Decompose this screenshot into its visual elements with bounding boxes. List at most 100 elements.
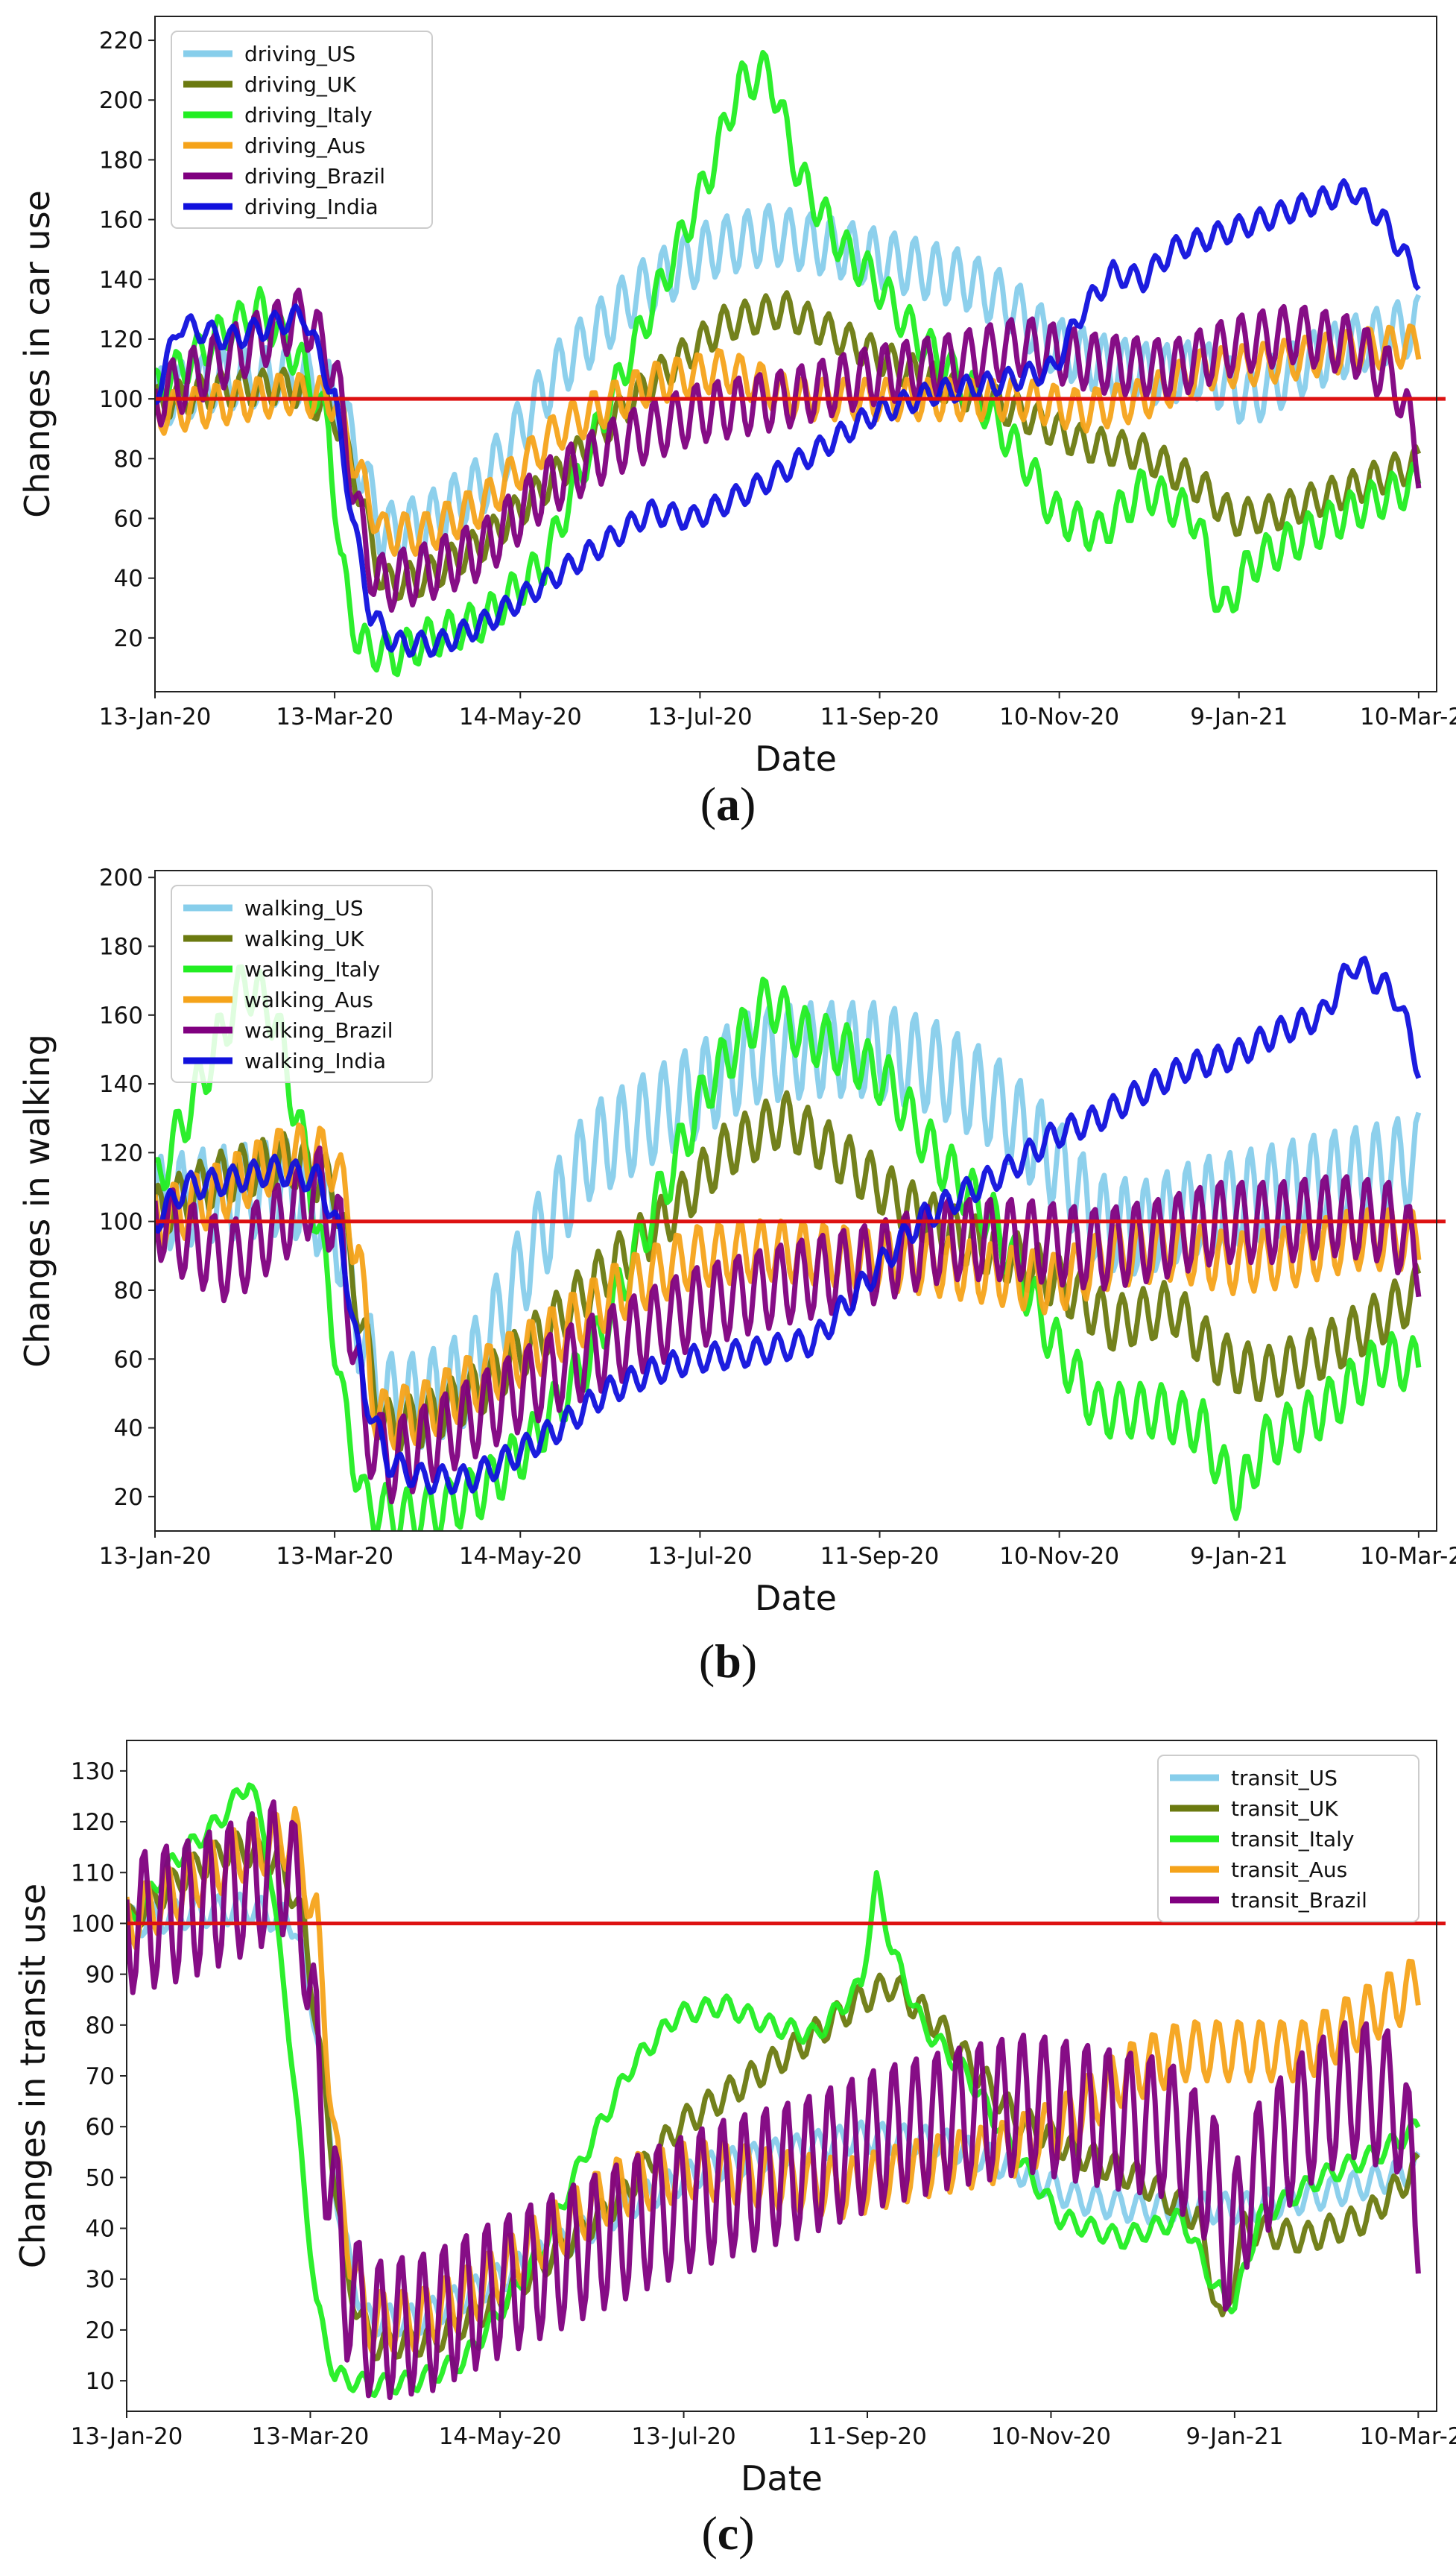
x-tick-label: 9-Jan-21 <box>1186 2423 1283 2450</box>
y-tick-label: 180 <box>99 147 143 174</box>
x-tick-label: 10-Nov-20 <box>999 1543 1119 1570</box>
legend-label: driving_US <box>244 42 355 66</box>
legend: driving_US driving_UK driving_Italydriving… <box>171 31 433 229</box>
x-tick-label: 13-Mar-20 <box>276 704 393 730</box>
legend-label: walking_US <box>244 896 364 921</box>
y-tick-label: 140 <box>99 267 143 294</box>
x-axis-label: Date <box>741 2458 823 2498</box>
y-tick-label: 20 <box>114 625 143 652</box>
y-tick-label: 200 <box>99 865 143 891</box>
legend-label: driving_Aus <box>244 133 365 158</box>
series-line-driving-brazil <box>155 287 1422 613</box>
legend-label: driving_Italy <box>244 103 373 127</box>
x-tick-label: 13-Jul-20 <box>648 1543 752 1570</box>
legend-label: transit_US <box>1231 1766 1338 1790</box>
x-tick-label: 14-May-20 <box>439 2423 562 2450</box>
legend-label: driving_UK <box>244 72 356 97</box>
y-tick-label: 40 <box>114 1415 143 1442</box>
y-tick-label: 110 <box>71 1860 115 1887</box>
panel-caption: (b) <box>699 1635 757 1688</box>
y-tick-label: 160 <box>99 1003 143 1029</box>
y-tick-label: 80 <box>114 446 143 473</box>
legend-label: walking_Aus <box>244 988 373 1012</box>
y-tick-label: 60 <box>114 1346 143 1373</box>
x-axis-label: Date <box>755 1578 837 1618</box>
legend-box <box>171 31 433 229</box>
y-tick-label: 20 <box>86 2317 115 2344</box>
legend: walking_US walking_UK walking_Italywalking… <box>171 885 433 1083</box>
y-tick-label: 140 <box>99 1071 143 1098</box>
x-tick-label: 14-May-20 <box>459 704 582 730</box>
y-tick-label: 100 <box>71 1910 115 1937</box>
series-group <box>127 1782 1421 2401</box>
legend-label: driving_India <box>244 195 379 219</box>
panel-caption: (c) <box>701 2507 754 2560</box>
x-tick-label: 13-Jan-20 <box>71 2423 183 2450</box>
y-tick-label: 100 <box>99 1209 143 1236</box>
series-line-walking-brazil <box>155 1145 1422 1505</box>
series-group <box>155 956 1422 1531</box>
y-tick-label: 90 <box>86 1962 115 1989</box>
y-tick-label: 80 <box>86 2012 115 2039</box>
series-group <box>155 50 1422 678</box>
x-tick-label: 10-Mar-21 <box>1360 1543 1456 1570</box>
x-tick-label: 10-Nov-20 <box>991 2423 1111 2450</box>
x-tick-label: 13-Jul-20 <box>648 704 752 730</box>
x-tick-label: 11-Sep-20 <box>820 704 940 730</box>
y-tick-label: 120 <box>99 1140 143 1167</box>
panel-caption: (a) <box>700 777 756 830</box>
y-axis-label: Changes in walking <box>17 1034 57 1368</box>
series-line-walking-india <box>155 956 1422 1495</box>
y-tick-label: 50 <box>86 2165 115 2191</box>
series-line-transit-brazil <box>127 1799 1421 2401</box>
panel-c-transit: 10 20 30 40 50 60 70 80 90 100 110 120 130 13-Jan-20 1… <box>13 1740 1456 2560</box>
y-tick-label: 40 <box>114 566 143 593</box>
panel-b-walking: 20 40 60 80 100 120 140 160 180 200 13-Jan-20 13-Ma… <box>17 865 1456 1688</box>
legend-label: walking_India <box>244 1049 386 1073</box>
y-tick-label: 70 <box>86 2063 115 2090</box>
x-tick-label: 13-Jan-20 <box>99 1543 212 1570</box>
x-tick-label: 11-Sep-20 <box>808 2423 927 2450</box>
x-tick-label: 13-Jul-20 <box>631 2423 735 2450</box>
legend-label: walking_Brazil <box>244 1018 393 1043</box>
y-tick-label: 60 <box>114 505 143 532</box>
y-tick-label: 10 <box>86 2368 115 2395</box>
y-tick-label: 220 <box>99 28 143 54</box>
x-tick-label: 10-Mar-21 <box>1359 2423 1456 2450</box>
x-tick-label: 13-Mar-20 <box>252 2423 370 2450</box>
y-tick-label: 60 <box>86 2114 115 2141</box>
plot-frame <box>126 1740 1437 2412</box>
x-tick-label: 9-Jan-21 <box>1190 704 1288 730</box>
y-axis-label: Changes in transit use <box>13 1884 53 2268</box>
legend-label: walking_Italy <box>244 957 380 982</box>
x-tick-label: 9-Jan-21 <box>1190 1543 1288 1570</box>
legend-box <box>1157 1755 1419 1922</box>
legend-label: walking_UK <box>244 926 364 951</box>
y-tick-label: 120 <box>99 326 143 353</box>
legend-label: driving_Brazil <box>244 164 385 189</box>
y-tick-label: 180 <box>99 934 143 961</box>
y-tick-label: 40 <box>86 2216 115 2243</box>
legend-label: transit_Italy <box>1231 1827 1354 1852</box>
x-tick-label: 13-Mar-20 <box>276 1543 393 1570</box>
y-tick-label: 120 <box>71 1809 115 1836</box>
x-tick-label: 11-Sep-20 <box>820 1543 940 1570</box>
series-line-driving-italy <box>155 50 1422 678</box>
legend-label: transit_Aus <box>1231 1857 1347 1882</box>
plot-frame <box>154 16 1437 692</box>
series-line-transit-italy <box>127 1782 1421 2399</box>
series-line-driving-india <box>155 178 1421 658</box>
legend-label: transit_Brazil <box>1231 1888 1367 1913</box>
x-tick-label: 10-Mar-21 <box>1360 704 1456 730</box>
x-tick-label: 13-Jan-20 <box>99 704 212 730</box>
series-line-walking-aus <box>155 1123 1422 1450</box>
y-axis-label: Changes in car use <box>17 190 57 518</box>
x-tick-label: 14-May-20 <box>459 1543 582 1570</box>
panel-a-driving: 20 40 60 80 100 120 140 160 180 200 220 13-Jan-20 13… <box>17 16 1456 830</box>
x-tick-label: 10-Nov-20 <box>999 704 1119 730</box>
y-tick-label: 80 <box>114 1278 143 1304</box>
y-tick-label: 130 <box>71 1758 115 1785</box>
y-tick-label: 160 <box>99 207 143 234</box>
series-line-walking-italy <box>155 964 1422 1531</box>
